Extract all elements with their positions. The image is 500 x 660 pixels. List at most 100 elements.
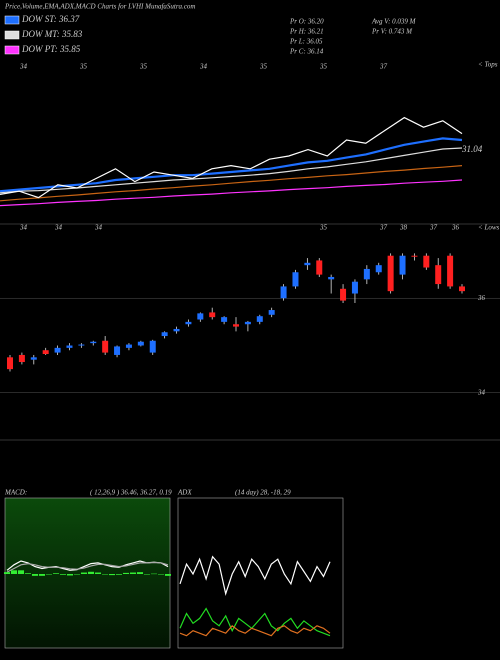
adx-params: (14 day) 28, -18, 29 (235, 489, 291, 497)
page-title: Price,Volume,EMA,ADX,MACD Charts for LVH… (4, 3, 195, 11)
candle-body (42, 350, 49, 354)
candle-body (54, 347, 61, 353)
candle-body (292, 272, 299, 287)
histogram-bar (157, 574, 165, 575)
macd-title: MACD: (4, 489, 27, 497)
candle-body (316, 260, 323, 275)
day-label: 37 (379, 224, 388, 232)
legend-swatch (4, 45, 20, 55)
price-info: Pr O: 36.20 (289, 18, 324, 26)
price-info: Pr L: 36.05 (289, 38, 323, 46)
y-tick-label: 36 (477, 294, 486, 302)
histogram-bar (66, 574, 74, 576)
legend-swatch (4, 15, 20, 25)
price-info: Pr H: 36.21 (289, 28, 324, 36)
candle-body (268, 310, 275, 315)
candle-body (375, 265, 382, 273)
histogram-bar (17, 570, 25, 574)
series-line (179, 555, 331, 596)
candle-body (90, 341, 97, 344)
adx-panel (177, 497, 344, 649)
candle-body (161, 332, 168, 337)
histogram-bar (52, 573, 60, 574)
histogram-bar (45, 574, 53, 575)
histogram-bar (3, 572, 11, 574)
volume-info: Pr V: 0.743 M (371, 28, 413, 36)
candle-body (30, 357, 37, 360)
series-line (0, 116, 463, 199)
day-label: 34 (54, 224, 63, 232)
candle-body (209, 312, 216, 318)
candle-body (459, 286, 465, 292)
y-tick-label: 34 (477, 388, 486, 396)
day-label: 35 (319, 63, 328, 71)
histogram-bar (10, 570, 18, 574)
candle-body (233, 324, 239, 327)
histogram-bar (31, 574, 39, 576)
histogram-bar (115, 574, 123, 575)
series-line (0, 137, 463, 193)
day-label: 35 (79, 63, 88, 71)
series-line (0, 165, 463, 202)
side-label: < Tops (478, 61, 498, 69)
series-line (0, 179, 463, 207)
candle-body (114, 346, 121, 355)
legend-label: DOW ST: 36.37 (21, 14, 80, 24)
candle-body (423, 255, 430, 268)
candle-body (78, 344, 85, 346)
day-label: 37 (379, 63, 388, 71)
day-label: 35 (319, 224, 328, 232)
day-label: 34 (19, 63, 28, 71)
histogram-bar (101, 574, 109, 575)
histogram-bar (143, 574, 151, 575)
day-label: 34 (94, 224, 103, 232)
day-label: 37 (429, 224, 438, 232)
histogram-bar (87, 571, 95, 574)
price-label: 31.04 (461, 144, 483, 154)
series-line (6, 560, 169, 571)
candle-body (304, 262, 311, 266)
side-label: < Lows (478, 224, 500, 232)
legend-swatch (4, 30, 20, 40)
day-label: 38 (399, 224, 408, 232)
histogram-bar (129, 572, 137, 574)
candle-body (435, 265, 442, 285)
day-label: 34 (19, 224, 28, 232)
candle-body (387, 255, 394, 292)
candle-body (244, 321, 251, 325)
day-label: 35 (139, 63, 148, 71)
legend-label: DOW PT: 35.85 (21, 44, 81, 54)
histogram-bar (94, 572, 102, 574)
macd-params: ( 12,26,9 ) 36.46, 36.27, 0.19 (90, 489, 172, 497)
legend-label: DOW MT: 35.83 (21, 29, 83, 39)
histogram-bar (24, 573, 32, 574)
series-line (6, 561, 169, 573)
candle-body (221, 317, 228, 322)
candle-body (185, 321, 192, 325)
candle-body (125, 344, 132, 348)
candle-body (328, 276, 335, 280)
series-line (179, 624, 331, 637)
histogram-bar (73, 574, 81, 575)
candle-body (66, 345, 73, 348)
histogram-bar (80, 572, 88, 574)
histogram-bar (136, 572, 144, 574)
candle-body (173, 328, 180, 332)
candle-body (411, 255, 418, 257)
histogram-bar (38, 574, 46, 576)
adx-title: ADX (177, 489, 192, 497)
candle-body (363, 268, 370, 280)
candle-body (447, 255, 454, 287)
candle-body (102, 340, 109, 353)
candle-body (18, 354, 25, 363)
candle-body (280, 286, 287, 299)
day-label: 36 (451, 224, 460, 232)
price-info: Pr C: 36.14 (289, 48, 324, 56)
volume-info: Avg V: 0.039 M (371, 18, 417, 26)
candle-body (399, 255, 406, 275)
candle-body (137, 341, 144, 346)
day-label: 34 (199, 63, 208, 71)
candle-body (197, 313, 204, 320)
candle-body (256, 316, 263, 322)
